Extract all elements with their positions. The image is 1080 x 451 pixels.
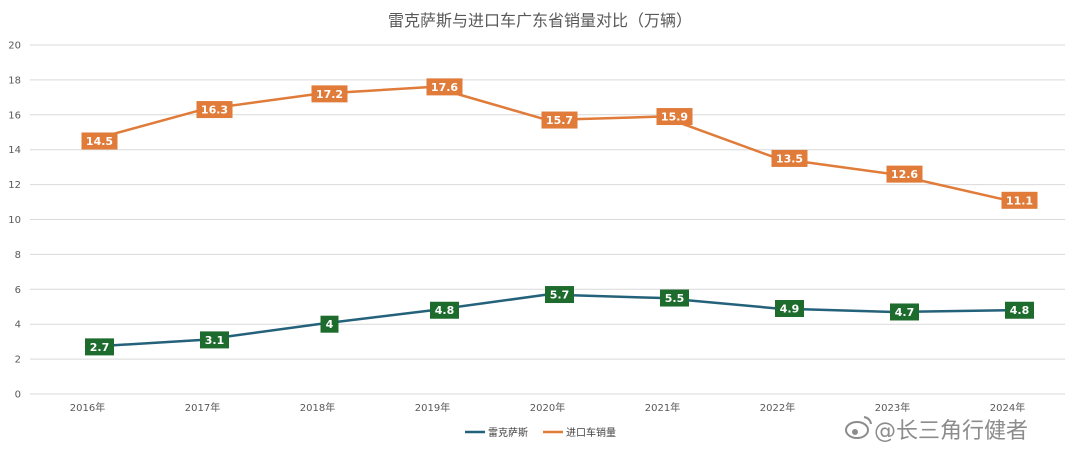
data-label-text: 2.7 <box>90 341 110 354</box>
data-label: 4.9 <box>775 299 804 317</box>
y-tick-label: 10 <box>8 215 21 226</box>
data-label-text: 12.6 <box>891 168 918 181</box>
x-tick-label: 2021年 <box>645 401 680 414</box>
data-label-box <box>886 165 923 183</box>
data-label: 14.5 <box>81 132 118 150</box>
data-label: 17.6 <box>426 78 463 96</box>
data-label-text: 11.1 <box>1006 194 1033 207</box>
data-label-text: 17.6 <box>431 81 458 94</box>
data-label: 16.3 <box>196 101 233 119</box>
x-tick-label: 2018年 <box>300 401 335 414</box>
watermark: @长三角行健者 <box>845 416 1028 444</box>
data-label-box <box>656 108 693 126</box>
data-label-box <box>1005 301 1034 319</box>
data-label: 4 <box>320 315 339 333</box>
data-label-text: 15.7 <box>546 114 573 127</box>
data-label-text: 15.9 <box>661 111 688 124</box>
data-label-box <box>771 149 808 167</box>
data-label-box <box>196 101 233 119</box>
data-label: 12.6 <box>886 165 923 183</box>
y-tick-label: 0 <box>15 390 21 401</box>
weibo-icon <box>845 416 872 439</box>
data-label: 4.8 <box>1005 301 1034 319</box>
y-tick-label: 18 <box>8 75 21 86</box>
data-label-box <box>1001 191 1038 209</box>
data-label-box <box>545 286 574 304</box>
data-label-box <box>320 315 339 333</box>
y-tick-label: 6 <box>15 285 21 296</box>
x-tick-label: 2019年 <box>415 401 450 414</box>
data-label: 5.7 <box>545 286 574 304</box>
x-tick-label: 2023年 <box>875 401 910 414</box>
legend: 雷克萨斯 进口车销量 <box>465 426 616 439</box>
y-axis-ticks: 0 2 4 6 8 10 12 14 16 18 20 <box>8 41 21 401</box>
y-tick-label: 8 <box>15 250 21 261</box>
data-label-text: 5.5 <box>665 292 685 305</box>
data-label: 13.5 <box>771 149 808 167</box>
chart-title: 雷克萨斯与进口车广东省销量对比（万辆） <box>388 11 692 30</box>
data-label-text: 5.7 <box>550 289 570 302</box>
y-tick-label: 2 <box>15 355 21 366</box>
y-tick-label: 4 <box>15 320 21 331</box>
watermark-text: @长三角行健者 <box>874 419 1028 444</box>
legend-label: 雷克萨斯 <box>488 426 528 439</box>
data-label-text: 14.5 <box>86 135 113 148</box>
x-tick-label: 2016年 <box>70 401 105 414</box>
data-label-text: 4.8 <box>1010 304 1030 317</box>
x-tick-label: 2022年 <box>760 401 795 414</box>
data-label-box <box>426 78 463 96</box>
data-label-box <box>85 338 114 356</box>
data-label: 4.8 <box>430 301 459 319</box>
data-label: 5.5 <box>660 289 689 307</box>
y-tick-label: 20 <box>8 41 21 52</box>
data-label: 15.7 <box>541 111 578 129</box>
data-label-box <box>660 289 689 307</box>
data-label: 3.1 <box>200 331 229 349</box>
x-tick-label: 2017年 <box>185 401 220 414</box>
data-labels: 2.7 3.1 4 4.8 5.7 5.5 4.9 4.7 4.8 14.5 16.3 17.2 17.… <box>81 78 1038 356</box>
data-label-box <box>311 85 348 103</box>
data-label-box <box>81 132 118 150</box>
data-label-text: 17.2 <box>316 88 343 101</box>
legend-label: 进口车销量 <box>566 426 616 439</box>
data-label: 17.2 <box>311 85 348 103</box>
x-tick-label: 2024年 <box>990 401 1025 414</box>
data-label-text: 3.1 <box>205 334 225 347</box>
data-label-box <box>890 303 919 321</box>
data-label: 15.9 <box>656 108 693 126</box>
data-label-box <box>200 331 229 349</box>
data-label-text: 4.9 <box>780 302 800 315</box>
data-label-box <box>541 111 578 129</box>
data-label-text: 16.3 <box>201 104 228 117</box>
y-tick-label: 12 <box>8 180 21 191</box>
y-tick-label: 14 <box>8 145 21 156</box>
x-axis-ticks: 2016年 2017年 2018年 2019年 2020年 2021年 2022年 2023年… <box>70 401 1025 414</box>
data-label-text: 4.8 <box>435 304 455 317</box>
data-label-text: 4.7 <box>895 306 915 319</box>
data-label-box <box>430 301 459 319</box>
data-label: 4.7 <box>890 303 919 321</box>
data-label: 2.7 <box>85 338 114 356</box>
x-tick-label: 2020年 <box>530 401 565 414</box>
y-tick-label: 16 <box>8 110 21 121</box>
data-label-box <box>775 299 804 317</box>
data-label-text: 13.5 <box>776 152 803 165</box>
data-label-text: 4 <box>326 318 334 331</box>
data-label: 11.1 <box>1001 191 1038 209</box>
